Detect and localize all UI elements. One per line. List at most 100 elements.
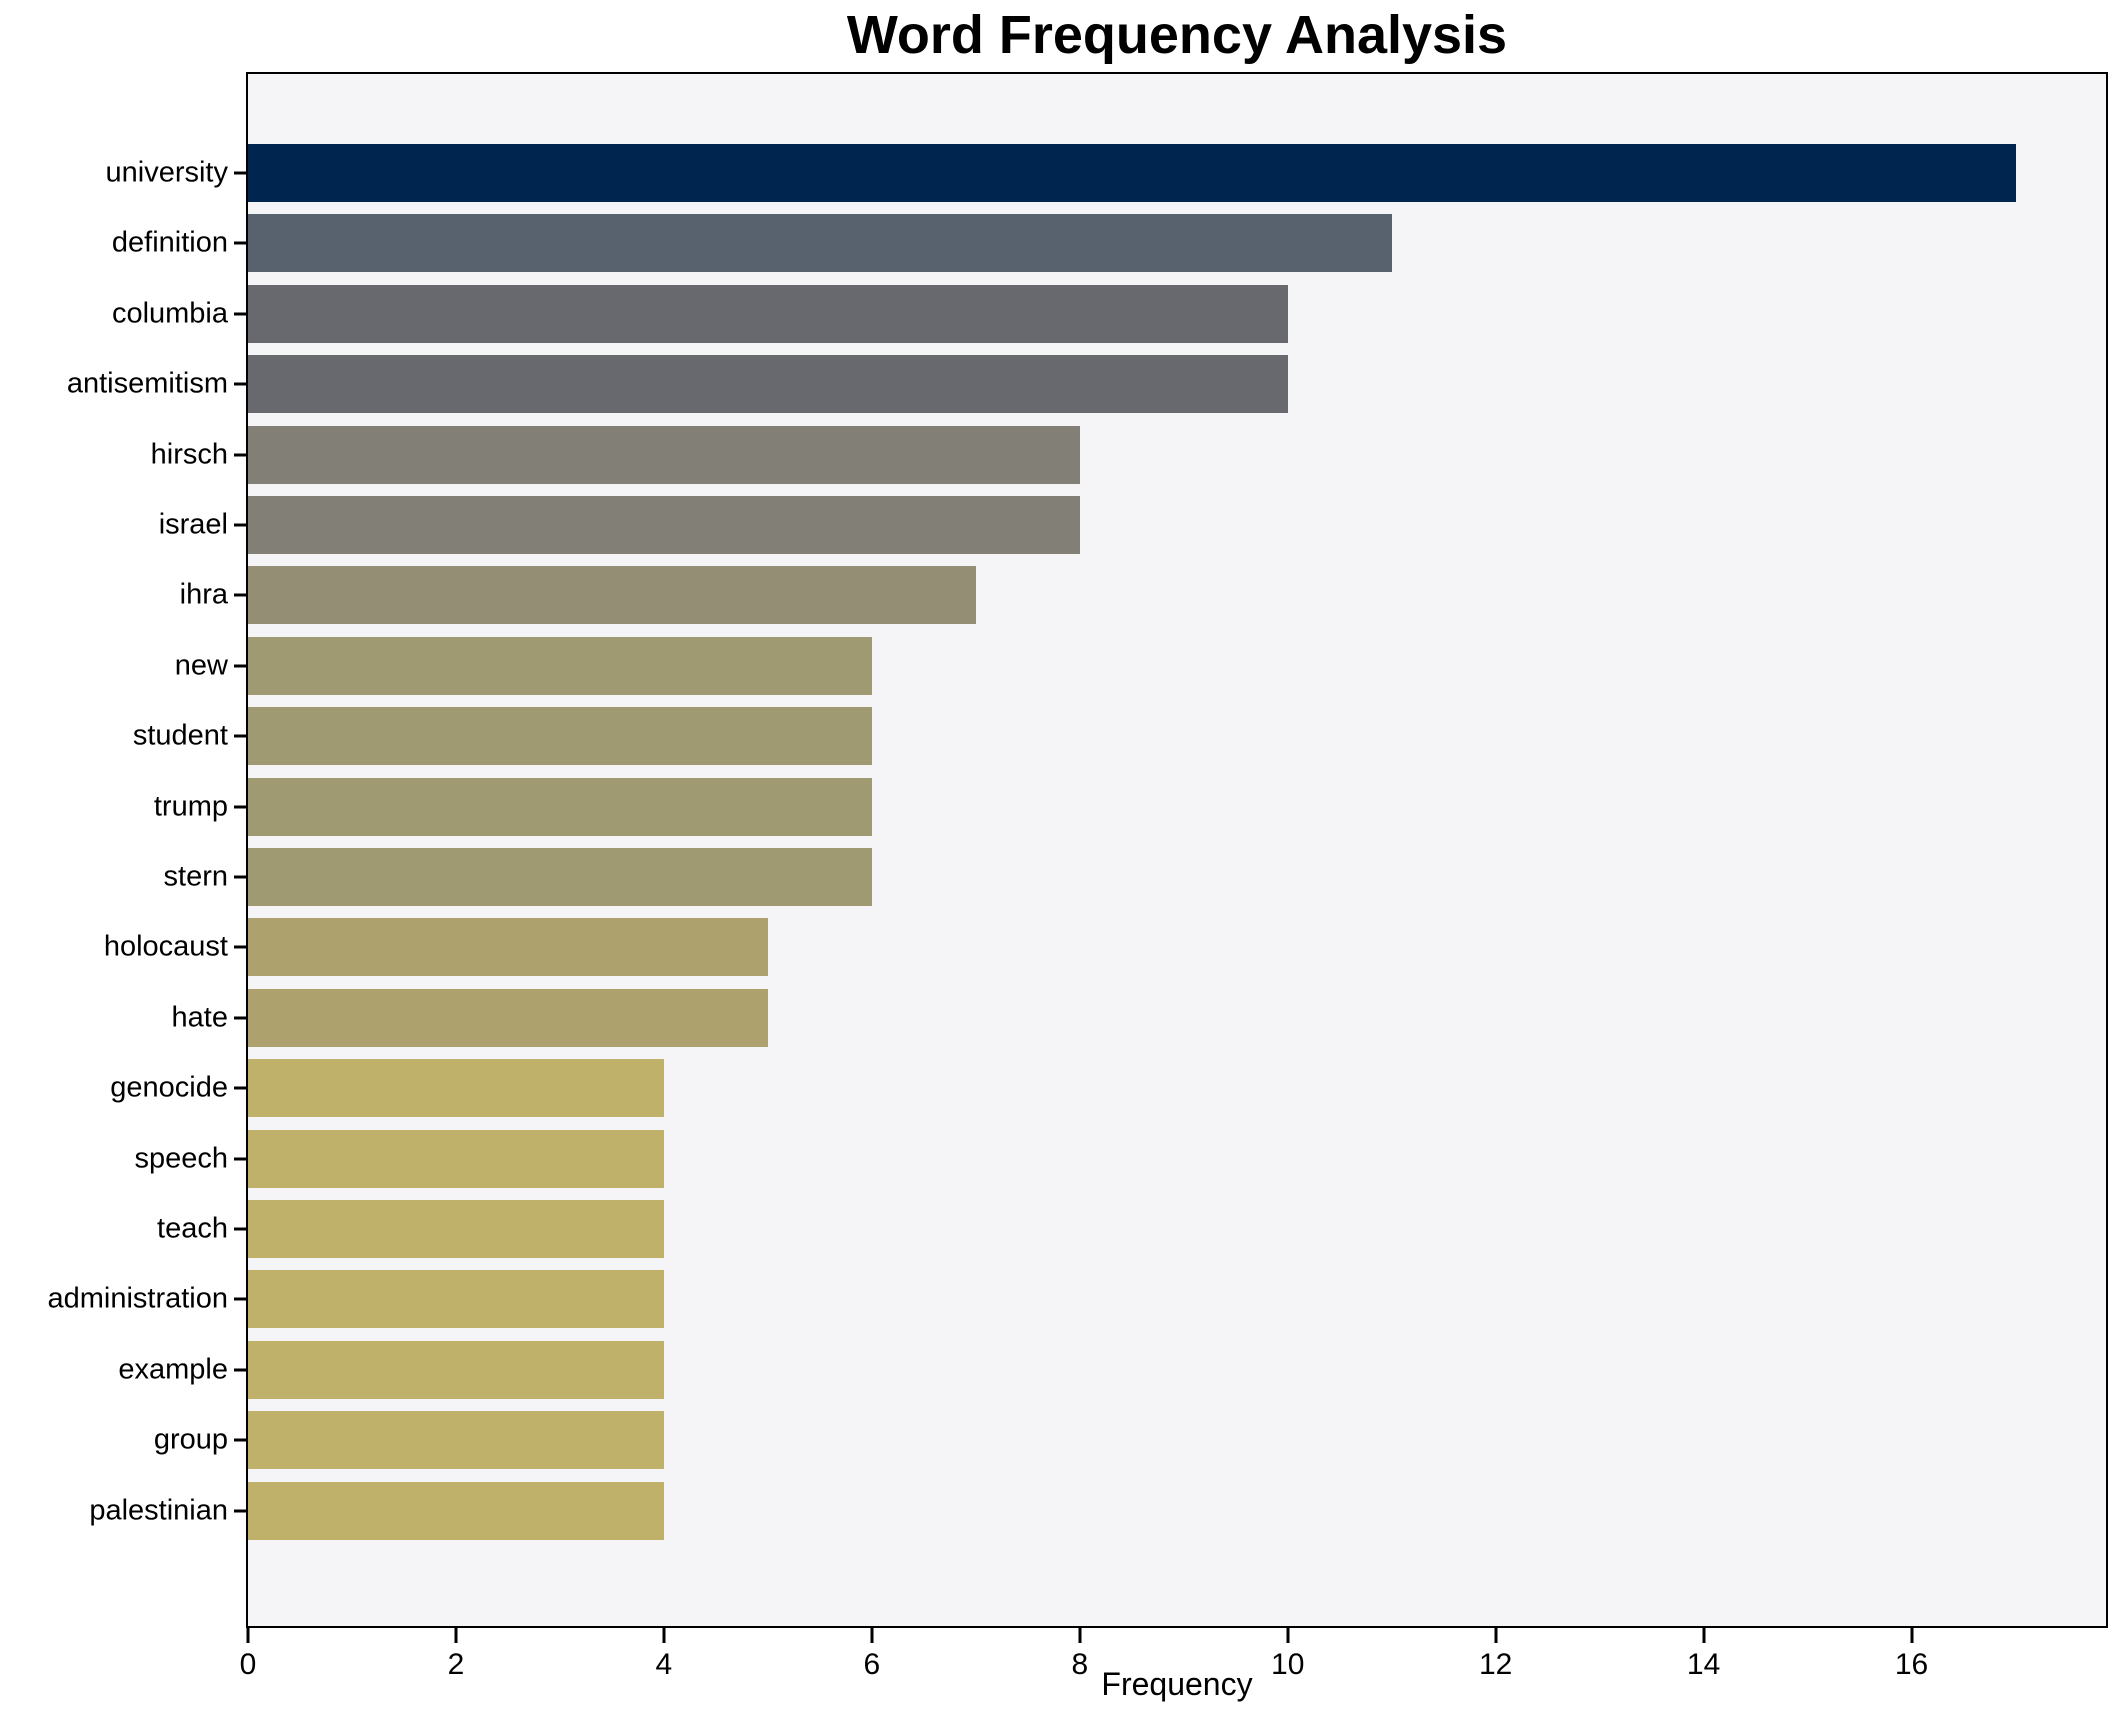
bar-teach (248, 1200, 664, 1258)
y-tick-mark (234, 1368, 246, 1372)
x-tick-mark (1286, 1628, 1290, 1643)
bar-row (248, 848, 2106, 906)
bar-columbia (248, 284, 1288, 343)
y-tick-mark (234, 1227, 246, 1231)
x-tick-mark (1494, 1628, 1498, 1643)
y-tick-mark (234, 453, 246, 457)
bar-row (248, 1270, 2106, 1329)
y-tick-mark (234, 1509, 246, 1513)
bar-trump (248, 777, 872, 836)
bar-row (248, 1481, 2106, 1540)
bar-row (248, 355, 2106, 414)
bar-student (248, 707, 872, 766)
y-tick-mark (234, 171, 246, 175)
bar-row (248, 1200, 2106, 1258)
bar-row (248, 1340, 2106, 1399)
x-tick-label-6: 6 (863, 1648, 881, 1681)
bar-group (248, 1411, 664, 1470)
y-tick-mark (234, 875, 246, 879)
x-tick-label-2: 2 (447, 1648, 465, 1681)
bar-row (248, 1129, 2106, 1188)
y-tick-label-palestinian: palestinian (89, 1494, 228, 1527)
y-tick-mark (234, 1016, 246, 1020)
y-tick-label-genocide: genocide (110, 1071, 228, 1104)
bar-hirsch (248, 425, 1080, 484)
y-tick-label-israel: israel (158, 508, 228, 541)
bar-israel (248, 496, 1080, 554)
x-tick-mark (870, 1628, 874, 1643)
y-tick-label-ihra: ihra (179, 578, 228, 611)
x-tick-mark (454, 1628, 458, 1643)
y-tick-label-teach: teach (157, 1212, 228, 1245)
x-tick-label-10: 10 (1271, 1648, 1305, 1681)
y-tick-label-example: example (118, 1353, 228, 1386)
bar-row (248, 425, 2106, 484)
bar-administration (248, 1270, 664, 1329)
bar-speech (248, 1129, 664, 1188)
bar-stern (248, 848, 872, 906)
y-tick-label-columbia: columbia (111, 297, 228, 330)
y-tick-label-holocaust: holocaust (103, 930, 228, 963)
y-tick-label-group: group (153, 1423, 228, 1456)
bar-definition (248, 214, 1392, 273)
bar-ihra (248, 566, 976, 625)
bar-new (248, 636, 872, 695)
bar-row (248, 918, 2106, 977)
x-tick-label-16: 16 (1894, 1648, 1929, 1681)
y-tick-mark (234, 593, 246, 597)
bar-antisemitism (248, 355, 1288, 414)
y-tick-label-speech: speech (134, 1142, 228, 1175)
bar-palestinian (248, 1481, 664, 1540)
x-tick-label-8: 8 (1071, 1648, 1089, 1681)
y-tick-mark (234, 664, 246, 668)
y-tick-label-trump: trump (153, 790, 228, 823)
bar-row (248, 1059, 2106, 1118)
bar-row (248, 214, 2106, 273)
y-tick-mark (234, 312, 246, 316)
bar-row (248, 988, 2106, 1047)
bar-row (248, 636, 2106, 695)
y-tick-mark (234, 805, 246, 809)
bar-example (248, 1340, 664, 1399)
y-tick-label-administration: administration (47, 1282, 228, 1315)
x-tick-mark (1078, 1628, 1082, 1643)
bar-row (248, 707, 2106, 766)
y-tick-label-stern: stern (163, 860, 228, 893)
bar-university (248, 144, 2016, 202)
y-tick-label-hate: hate (171, 1001, 228, 1034)
y-tick-label-new: new (174, 649, 228, 682)
bar-row (248, 1411, 2106, 1470)
y-tick-label-definition: definition (111, 226, 228, 259)
y-tick-mark (234, 945, 246, 949)
y-tick-mark (234, 1438, 246, 1442)
x-axis-label: Frequency (1101, 1666, 1253, 1702)
bar-row (248, 777, 2106, 836)
x-tick-label-14: 14 (1686, 1648, 1721, 1681)
y-tick-mark (234, 1157, 246, 1161)
bar-hate (248, 988, 768, 1047)
x-tick-mark (662, 1628, 666, 1643)
x-tick-mark (1702, 1628, 1706, 1643)
chart-title: Word Frequency Analysis (846, 5, 1508, 65)
y-tick-mark (234, 382, 246, 386)
y-tick-label-university: university (105, 156, 229, 189)
y-tick-label-antisemitism: antisemitism (66, 367, 228, 400)
x-tick-mark (1910, 1628, 1914, 1643)
y-tick-mark (234, 241, 246, 245)
x-tick-label-0: 0 (239, 1648, 257, 1681)
y-tick-mark (234, 523, 246, 527)
bar-genocide (248, 1059, 664, 1118)
x-tick-label-12: 12 (1478, 1648, 1513, 1681)
y-tick-mark (234, 1297, 246, 1301)
bar-holocaust (248, 918, 768, 977)
bar-row (248, 144, 2106, 202)
x-tick-label-4: 4 (655, 1648, 673, 1681)
plot-area (246, 72, 2108, 1628)
bar-row (248, 496, 2106, 554)
bar-row (248, 284, 2106, 343)
y-tick-label-student: student (132, 719, 228, 752)
y-tick-mark (234, 1086, 246, 1090)
y-tick-label-hirsch: hirsch (150, 438, 228, 471)
y-tick-mark (234, 734, 246, 738)
